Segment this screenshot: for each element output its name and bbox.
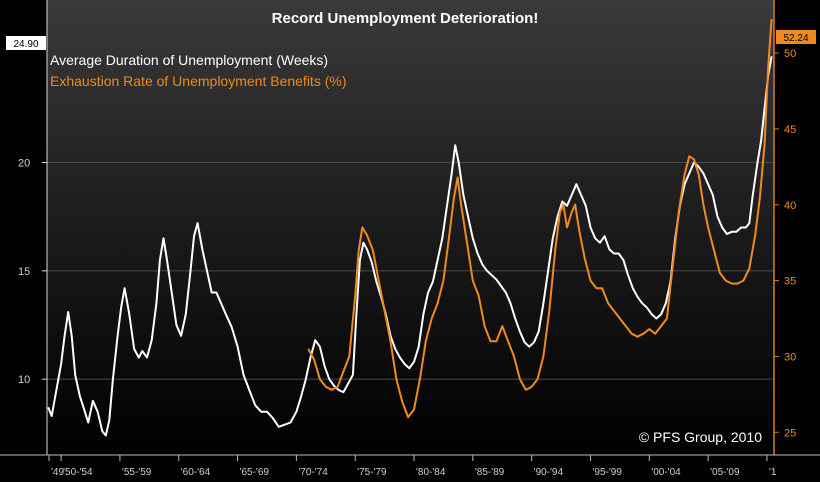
x-tick-label: '50-'54 bbox=[63, 467, 93, 478]
right-tick-label: 25 bbox=[784, 427, 796, 439]
left-tick-label: 20 bbox=[18, 158, 30, 170]
right-last-value-badge: 52.24 bbox=[776, 30, 816, 44]
right-tick-label: 35 bbox=[784, 276, 796, 288]
left-last-value-badge: 24.90 bbox=[6, 36, 46, 50]
x-tick-label: '90-'94 bbox=[534, 467, 564, 478]
duration-series-line bbox=[47, 56, 773, 437]
x-tick-label: '00-'04 bbox=[651, 467, 681, 478]
x-tick-label: '60-'64 bbox=[181, 467, 211, 478]
left-axis-ticks: 10 15 20 bbox=[18, 158, 47, 386]
left-last-value: 24.90 bbox=[13, 39, 38, 50]
x-tick-label: '49 bbox=[51, 467, 64, 478]
right-last-value: 52.24 bbox=[783, 33, 808, 44]
legend-exhaustion: Exhaustion Rate of Unemployment Benefits… bbox=[50, 73, 346, 89]
chart-title: Record Unemployment Deterioration! bbox=[272, 10, 539, 27]
x-tick-label: '65-'69 bbox=[240, 467, 270, 478]
series-layer bbox=[47, 19, 773, 437]
copyright: © PFS Group, 2010 bbox=[639, 429, 762, 445]
x-tick-label: '70-'74 bbox=[298, 467, 328, 478]
x-tick-label: '55-'59 bbox=[122, 467, 152, 478]
x-axis-ticks: '49'50-'54 '55-'59 '60-'64 '65-'69 '70-'74 '7… bbox=[48, 455, 777, 478]
legend-duration: Average Duration of Unemployment (Weeks) bbox=[50, 52, 328, 68]
left-tick-label: 10 bbox=[18, 374, 30, 386]
x-tick-label: '95-'99 bbox=[592, 467, 622, 478]
right-tick-label: 30 bbox=[784, 351, 796, 363]
right-tick-label: 40 bbox=[784, 200, 796, 212]
x-tick-label: '05-'09 bbox=[710, 467, 740, 478]
plot-background bbox=[47, 0, 774, 455]
exhaustion-series-line bbox=[307, 19, 773, 419]
right-tick-label: 50 bbox=[784, 48, 796, 60]
x-tick-label: '75-'79 bbox=[357, 467, 387, 478]
x-tick-label: '85-'89 bbox=[475, 467, 505, 478]
left-tick-label: 15 bbox=[18, 266, 30, 278]
x-tick-label: '80-'84 bbox=[416, 467, 446, 478]
x-tick-label: '1 bbox=[769, 467, 777, 478]
right-axis-ticks: 25 30 35 40 45 50 bbox=[774, 48, 796, 439]
right-tick-label: 45 bbox=[784, 124, 796, 136]
